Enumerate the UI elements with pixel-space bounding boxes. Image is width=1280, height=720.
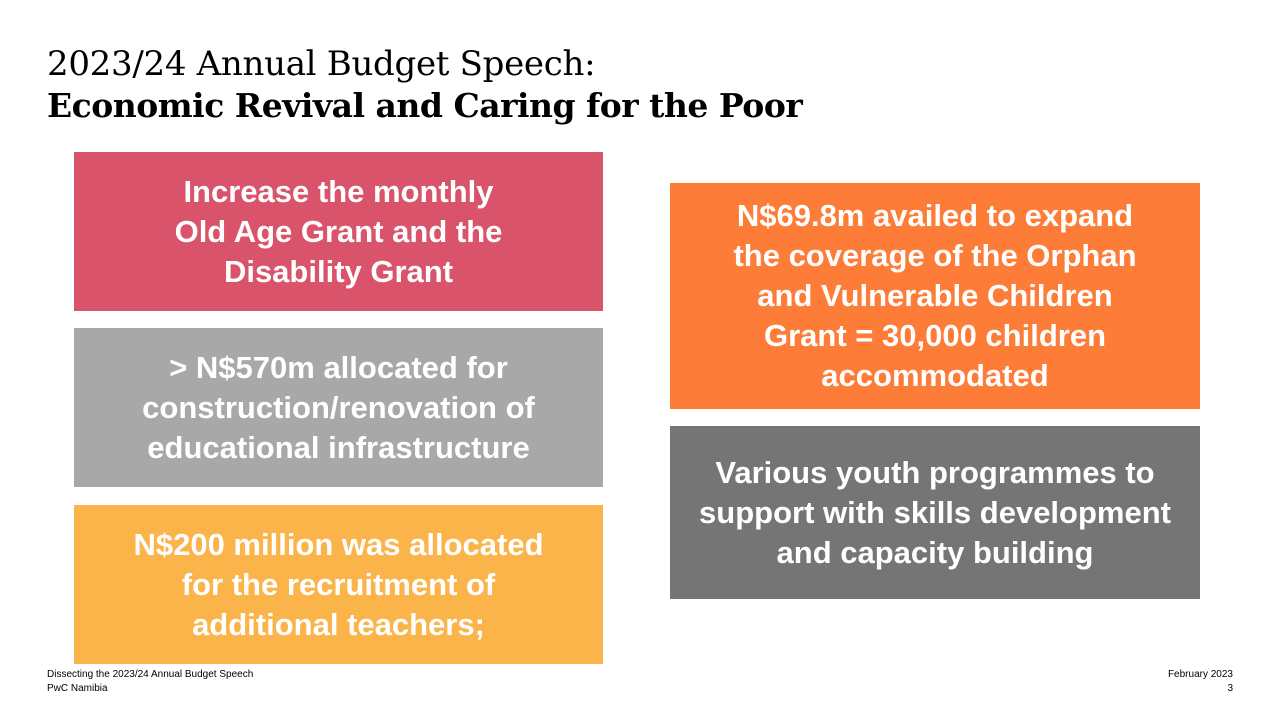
teacher-recruitment-text: N$200 million was allocated for the recr…	[133, 526, 544, 642]
orphan-grant-text: N$69.8m availed to expand the coverage o…	[733, 198, 1137, 393]
footer-date: February 2023	[1167, 669, 1233, 680]
old-age-grant-box: Increase the monthly Old Age Grant and t…	[74, 152, 603, 311]
footer-right: February 2023 3	[1168, 668, 1233, 696]
education-infrastructure-text: > N$570m allocated for construction/reno…	[142, 349, 535, 465]
education-infrastructure-box: > N$570m allocated for construction/reno…	[74, 328, 603, 487]
footer-presentation-title: Dissecting the 2023/24 Annual Budget Spe…	[47, 669, 254, 680]
slide-title: 2023/24 Annual Budget Speech: Economic R…	[47, 43, 803, 127]
slide-title-line1: 2023/24 Annual Budget Speech:	[47, 44, 596, 84]
youth-programmes-text: Various youth programmes to support with…	[699, 454, 1171, 570]
footer-company: PwC Namibia	[47, 683, 108, 694]
slide-title-line2: Economic Revival and Caring for the Poor	[47, 86, 803, 125]
footer-left: Dissecting the 2023/24 Annual Budget Spe…	[47, 668, 253, 696]
old-age-grant-text: Increase the monthly Old Age Grant and t…	[174, 173, 503, 289]
teacher-recruitment-box: N$200 million was allocated for the recr…	[74, 505, 603, 664]
orphan-grant-box: N$69.8m availed to expand the coverage o…	[670, 183, 1200, 409]
page-number: 3	[1227, 683, 1233, 694]
youth-programmes-box: Various youth programmes to support with…	[670, 426, 1200, 599]
